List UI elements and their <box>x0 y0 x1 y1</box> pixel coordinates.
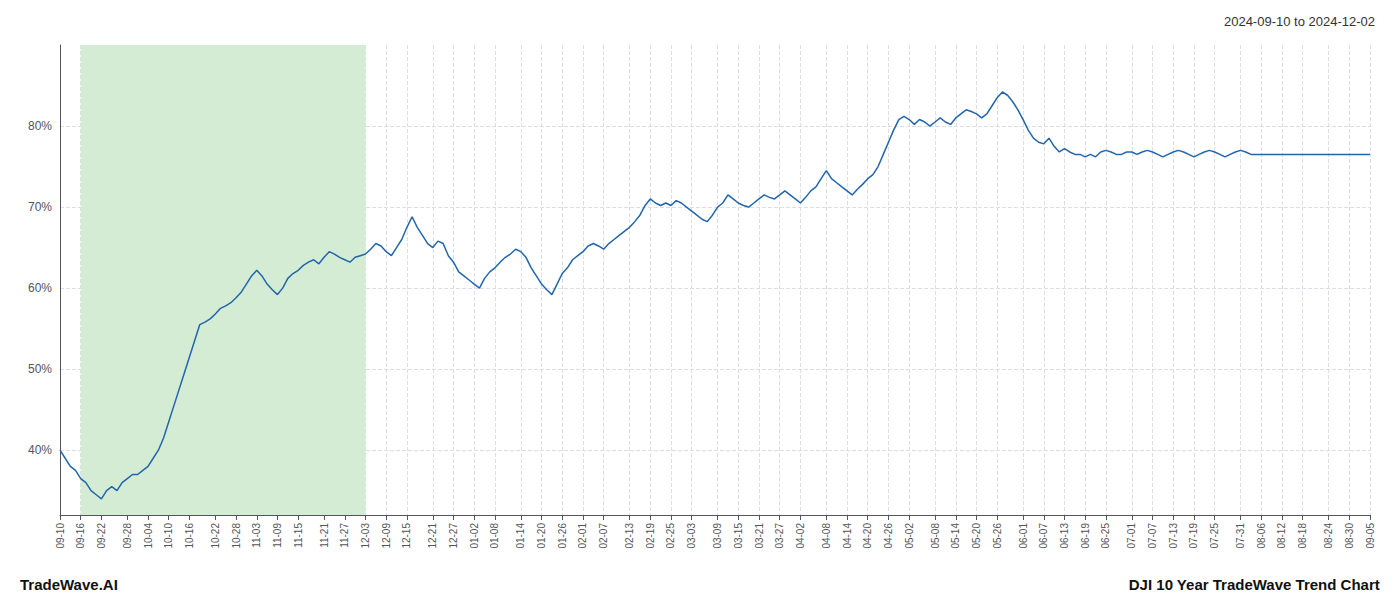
svg-text:50%: 50% <box>28 362 52 376</box>
svg-text:01-02: 01-02 <box>469 523 480 549</box>
svg-text:07-31: 07-31 <box>1235 523 1246 549</box>
svg-text:08-06: 08-06 <box>1256 523 1267 549</box>
svg-text:04-26: 04-26 <box>883 523 894 549</box>
svg-text:07-19: 07-19 <box>1188 523 1199 549</box>
svg-text:12-27: 12-27 <box>448 523 459 549</box>
svg-text:08-18: 08-18 <box>1297 523 1308 549</box>
svg-text:05-08: 05-08 <box>930 523 941 549</box>
svg-text:06-25: 06-25 <box>1100 523 1111 549</box>
svg-text:11-09: 11-09 <box>272 523 283 548</box>
svg-text:09-28: 09-28 <box>122 523 133 549</box>
svg-text:01-08: 01-08 <box>489 523 500 549</box>
svg-text:08-24: 08-24 <box>1323 523 1334 549</box>
svg-text:07-01: 07-01 <box>1126 523 1137 549</box>
svg-text:05-14: 05-14 <box>950 523 961 549</box>
svg-text:07-13: 07-13 <box>1168 523 1179 549</box>
svg-text:12-21: 12-21 <box>427 523 438 549</box>
svg-text:05-02: 05-02 <box>904 523 915 549</box>
svg-text:05-20: 05-20 <box>971 523 982 549</box>
svg-text:11-27: 11-27 <box>339 523 350 548</box>
svg-text:11-03: 11-03 <box>251 523 262 548</box>
svg-text:40%: 40% <box>28 443 52 457</box>
svg-text:02-01: 02-01 <box>577 523 588 549</box>
svg-text:TradeWave.AI: TradeWave.AI <box>20 576 118 593</box>
svg-text:60%: 60% <box>28 281 52 295</box>
svg-text:03-09: 03-09 <box>712 523 723 549</box>
svg-text:03-21: 03-21 <box>754 523 765 549</box>
svg-text:09-10: 09-10 <box>55 523 66 549</box>
svg-text:11-21: 11-21 <box>319 523 330 548</box>
svg-text:2024-09-10 to 2024-12-02: 2024-09-10 to 2024-12-02 <box>1224 14 1375 29</box>
svg-text:01-26: 01-26 <box>557 523 568 549</box>
svg-text:06-07: 06-07 <box>1038 523 1049 549</box>
svg-text:10-22: 10-22 <box>210 523 221 549</box>
svg-text:06-01: 06-01 <box>1018 523 1029 549</box>
svg-text:06-13: 06-13 <box>1059 523 1070 549</box>
svg-text:03-15: 03-15 <box>733 523 744 549</box>
svg-text:07-07: 07-07 <box>1147 523 1158 549</box>
svg-text:11-15: 11-15 <box>293 523 304 548</box>
svg-text:02-13: 02-13 <box>624 523 635 549</box>
svg-text:03-03: 03-03 <box>686 523 697 549</box>
svg-text:02-07: 02-07 <box>598 523 609 549</box>
svg-text:12-15: 12-15 <box>401 523 412 549</box>
svg-text:07-25: 07-25 <box>1209 523 1220 549</box>
svg-text:01-20: 01-20 <box>536 523 547 549</box>
svg-text:10-28: 10-28 <box>231 523 242 549</box>
svg-text:02-25: 02-25 <box>665 523 676 549</box>
svg-text:04-08: 04-08 <box>821 523 832 549</box>
svg-text:70%: 70% <box>28 200 52 214</box>
svg-text:09-16: 09-16 <box>75 523 86 549</box>
svg-text:80%: 80% <box>28 119 52 133</box>
svg-text:12-03: 12-03 <box>360 523 371 549</box>
svg-text:04-02: 04-02 <box>795 523 806 549</box>
svg-text:10-10: 10-10 <box>163 523 174 549</box>
svg-text:09-22: 09-22 <box>96 523 107 549</box>
svg-text:01-14: 01-14 <box>515 523 526 549</box>
svg-text:03-27: 03-27 <box>774 523 785 549</box>
svg-text:02-19: 02-19 <box>645 523 656 549</box>
svg-text:08-12: 08-12 <box>1276 523 1287 549</box>
svg-text:10-16: 10-16 <box>184 523 195 549</box>
svg-text:08-30: 08-30 <box>1344 523 1355 549</box>
svg-text:04-20: 04-20 <box>862 523 873 549</box>
svg-text:04-14: 04-14 <box>842 523 853 549</box>
svg-text:DJI 10 Year TradeWave Trend Ch: DJI 10 Year TradeWave Trend Chart <box>1129 576 1380 593</box>
svg-text:06-19: 06-19 <box>1080 523 1091 549</box>
svg-text:09-05: 09-05 <box>1365 523 1376 549</box>
svg-text:05-26: 05-26 <box>992 523 1003 549</box>
svg-text:10-04: 10-04 <box>143 523 154 549</box>
svg-text:12-09: 12-09 <box>381 523 392 549</box>
